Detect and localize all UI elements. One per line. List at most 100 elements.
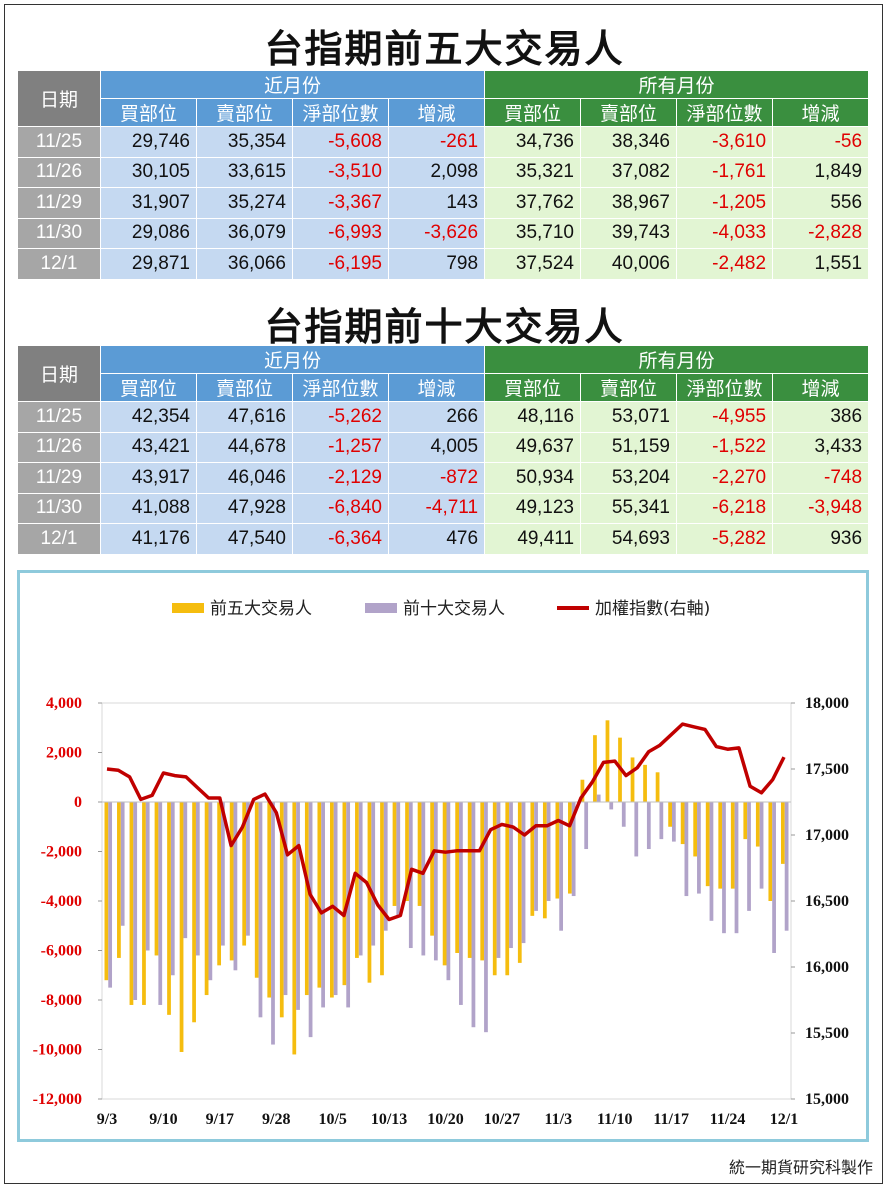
bar-top5 [329,802,334,998]
bar-top5 [568,802,572,894]
top5-title: 台指期前五大交易人 [264,27,625,71]
bar-top5 [705,802,710,887]
bar-top5 [267,802,272,998]
bar-top10 [396,802,401,916]
bar-top5 [768,802,773,901]
bar-top5 [229,802,234,961]
value-cell: -1,205 [676,187,774,219]
date-cell: 11/30 [17,492,101,524]
column-header: 賣部位 [580,373,678,402]
bar-top10 [646,802,651,850]
value-cell: 936 [772,523,870,555]
bar-top5 [630,757,635,802]
bar-top10 [170,802,175,976]
value-cell: -5,262 [292,401,389,433]
table-row: 11/29 43,917 46,046 -2,129 -872 50,934 53,204-… [17,462,870,494]
date-cell: 12/1 [17,248,101,280]
bar-top5 [492,802,497,976]
bar-top5 [242,802,247,946]
bar-top5 [167,802,171,1015]
column-header: 賣部位 [196,98,293,127]
date-cell: 11/25 [17,126,101,158]
bar-top5 [680,802,685,845]
value-cell: 47,540 [196,523,293,555]
value-cell: 53,071 [580,401,678,433]
y-left-tick-label: 4,000 [46,695,82,712]
value-cell: -6,993 [292,217,389,249]
bar-top5 [430,802,434,936]
bar-top10 [784,802,789,931]
value-cell: 47,616 [196,401,293,433]
bar-top10 [308,802,313,1038]
value-cell: 30,105 [100,156,197,188]
top5-table: 日期 近月份 所有月份 買部位 賣部位 淨部位數 增減 買部位 賣部位 淨部位數 增減 11/25 29… [17,70,870,280]
value-cell: 1,849 [772,156,870,188]
bar-top10 [459,802,463,1005]
bar-top10 [659,802,664,840]
legend-swatch-top5 [172,603,204,613]
value-cell: 39,743 [580,217,678,249]
value-cell: 35,274 [196,187,293,219]
value-cell: -4,711 [387,492,486,524]
value-cell: -2,482 [676,248,774,280]
chart-panel: 前五大交易人 前十大交易人 加權指數(右軸) 4,000 2,000 0 -2,000… [17,570,869,1142]
bar-top5 [693,802,698,857]
x-tick-label: 11/24 [710,1111,746,1128]
bar-top5 [129,802,134,1005]
value-cell: -1,257 [292,431,389,463]
bar-top10 [534,802,538,911]
bar-top5 [743,802,748,840]
bar-top10 [584,802,589,850]
bar-top10 [296,802,300,1010]
bar-top10 [208,802,213,981]
value-cell: 143 [387,187,486,219]
date-cell: 11/26 [17,431,101,463]
x-tick-label: 10/27 [484,1111,520,1128]
value-cell: 33,615 [196,156,293,188]
bar-top10 [546,802,551,901]
value-cell: 42,354 [100,401,197,433]
value-cell: -3,610 [676,126,774,158]
value-cell: -2,828 [772,217,870,249]
page-frame [4,4,883,1184]
bar-top5 [179,802,184,1052]
bar-top5 [142,802,146,1005]
value-cell: 36,066 [196,248,293,280]
value-cell: 36,079 [196,217,293,249]
bar-top5 [342,802,347,986]
value-cell: -3,626 [387,217,486,249]
value-cell: 38,967 [580,187,678,219]
index-line [106,722,786,922]
value-cell: 44,678 [196,431,293,463]
value-cell: 266 [387,401,486,433]
bar-top10 [271,802,275,1045]
bar-top5 [505,802,510,976]
bar-top5 [668,802,672,827]
value-cell: -6,218 [676,492,774,524]
column-header: 淨部位數 [292,98,389,127]
value-cell: -1,522 [676,431,774,463]
bar-top10 [559,802,564,931]
value-cell: 49,411 [484,523,582,555]
bar-top10 [609,802,614,810]
bar-top10 [772,802,776,953]
near-month-header: 近月份 [99,70,486,99]
value-cell: 29,871 [100,248,197,280]
bar-top10 [571,802,576,897]
bar-top10 [471,802,476,1028]
column-header: 賣部位 [580,98,678,127]
value-cell: 48,116 [484,401,582,433]
value-cell: 43,421 [100,431,197,463]
y-left-tick-label: -8,000 [41,992,82,1009]
bar-top10 [634,802,639,857]
value-cell: 53,204 [580,462,678,494]
table-row: 11/26 43,421 44,678 -1,257 4,005 49,637 51,159… [17,431,870,463]
bar-top5 [104,802,109,981]
bar-top10 [321,802,325,1008]
bar-top10 [484,802,488,1033]
table-row: 11/25 29,746 35,354 -5,608 -261 34,736 38,346-… [17,126,870,158]
y-left-tick-label: -4,000 [41,893,82,910]
date-header: 日期 [17,345,101,402]
plot-area: 4,000 2,000 0 -2,000 -4,000 -6,000 -8,000 -10,0… [33,695,849,1128]
y-right-tick-label: 17,000 [805,827,849,844]
